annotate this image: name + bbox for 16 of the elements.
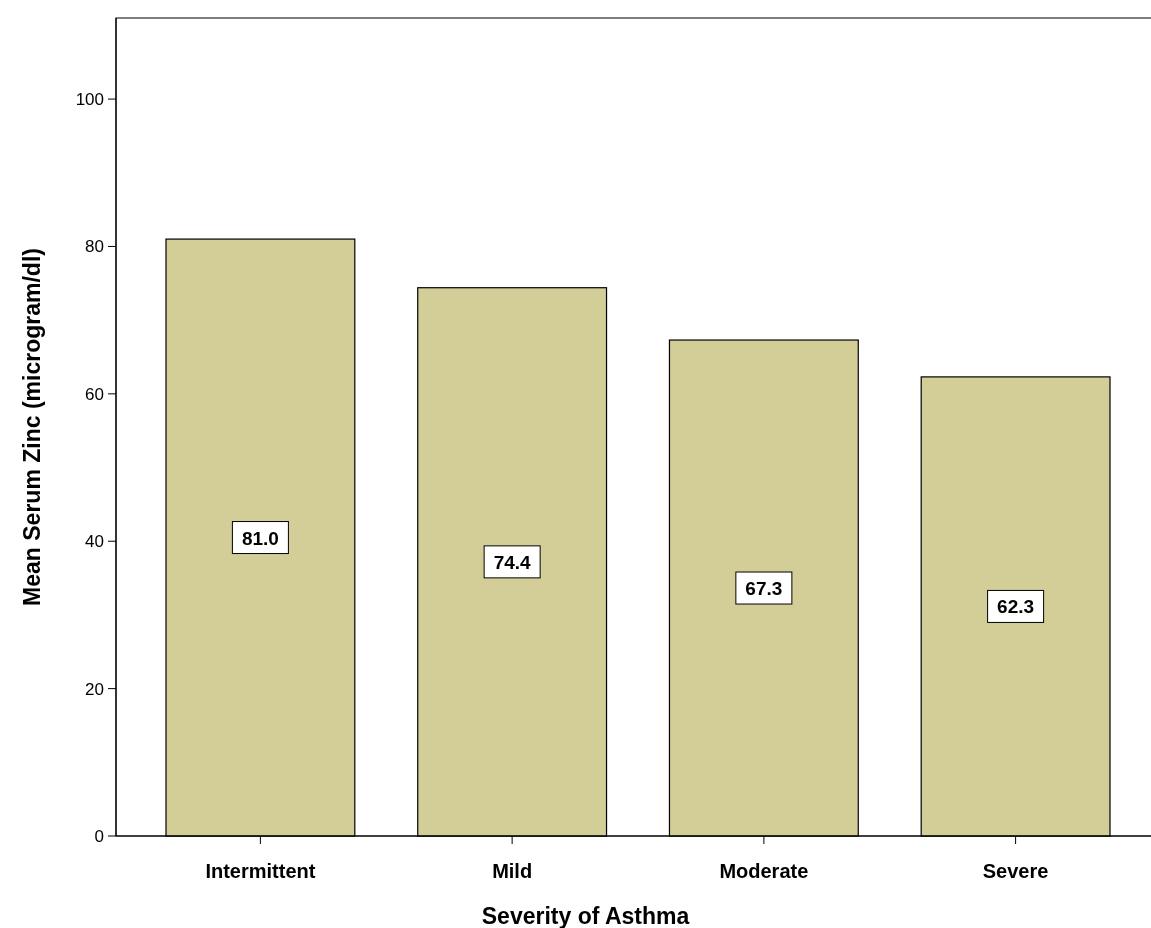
y-tick-label: 20 <box>85 679 104 699</box>
y-tick-label: 40 <box>85 532 104 552</box>
x-tick-label: Severe <box>982 860 1049 882</box>
x-tick-label: Moderate <box>719 860 809 882</box>
data-label: 81.0 <box>241 527 279 549</box>
y-tick-label: 80 <box>85 237 104 257</box>
y-tick-label: 60 <box>85 384 104 404</box>
data-label: 67.3 <box>745 578 783 600</box>
x-tick-label: Mild <box>492 860 533 882</box>
data-label: 62.3 <box>997 596 1035 618</box>
y-tick-label: 0 <box>94 827 104 846</box>
data-label: 74.4 <box>493 551 532 573</box>
x-axis-title: Severity of Asthma <box>481 903 690 928</box>
y-axis-title: Mean Serum Zinc (microgram/dl) <box>19 248 45 606</box>
x-tick-label: Intermittent <box>205 860 316 882</box>
y-tick-label: 100 <box>75 90 104 110</box>
